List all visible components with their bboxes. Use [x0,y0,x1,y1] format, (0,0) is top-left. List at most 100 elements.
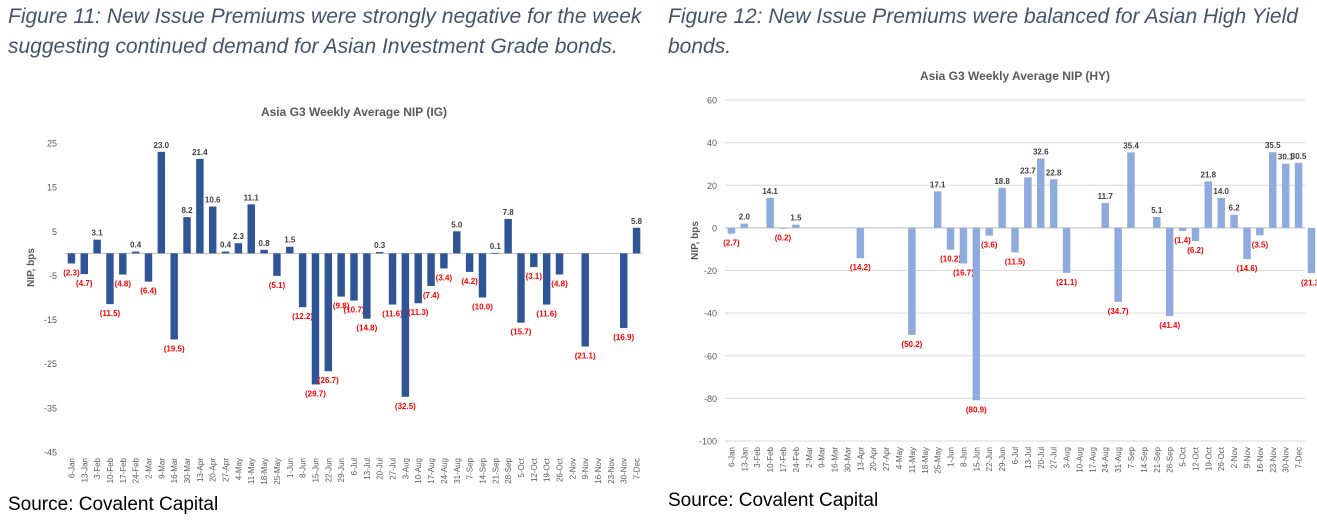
data-label: (11.5) [1005,257,1026,266]
bar [727,227,736,234]
x-tick-label: 13-Jan [80,458,89,482]
bar [234,243,243,254]
data-label: 8.2 [181,206,193,215]
x-tick-label: 31-Aug [453,458,462,484]
data-label: (1.4) [1174,236,1191,245]
bar [106,253,114,305]
x-tick-label: 20-Apr [869,447,878,471]
bar [1178,227,1187,231]
data-label: (9.8) [333,302,350,311]
bar [1204,181,1213,228]
x-tick-label: 5-Oct [1179,446,1188,466]
x-tick-label: 6-Jan [67,458,76,478]
y-tick-label: -35 [44,403,57,413]
y-tick-label: -15 [44,315,57,325]
x-tick-label: 12-Oct [530,457,539,482]
x-tick-label: 19-Oct [543,457,552,482]
bar [324,253,333,372]
bar [1049,179,1058,228]
data-label: 21.4 [192,148,208,157]
x-tick-label: 3-Feb [93,457,102,478]
bar [998,187,1006,228]
x-tick-label: 17-Feb [779,446,788,472]
x-tick-label: 30-Mar [843,447,852,473]
x-tick-label: 23-Nov [607,458,616,484]
bar [131,251,140,254]
bar [1281,163,1290,228]
bar [247,204,255,254]
x-tick-label: 20-Jul [376,458,385,480]
x-tick-label: 24-Feb [132,457,141,483]
bar [908,227,916,335]
bar [856,227,865,259]
data-label: (3.4) [436,273,453,282]
data-label: 35.5 [1265,141,1281,150]
x-tick-label: 3-Aug [1063,447,1072,468]
x-tick-label: 24-Aug [1101,447,1110,473]
data-label: 30.1 [1278,153,1294,162]
bar [792,224,800,228]
bar [985,227,993,236]
bar [1243,227,1251,259]
x-tick-label: 2-Nov [1230,447,1239,468]
data-label: (14.2) [850,263,871,272]
data-label: 17.1 [930,180,946,189]
data-label: (11.3) [408,308,429,317]
data-label: (14.6) [1237,264,1258,273]
y-tick-label: 25 [47,139,57,149]
bar [427,253,435,287]
figure-12-heading: Figure 12: New Issue Premiums were balan… [668,5,1298,58]
x-tick-label: 4-May [895,447,904,469]
data-label: 1.5 [284,236,296,245]
x-tick-label: 18-May [921,447,930,474]
data-label: (3.1) [526,272,543,281]
y-tick-label: -45 [44,448,57,458]
bar [740,223,749,228]
bar [375,252,384,254]
bar [350,253,358,301]
bar [440,253,448,269]
bar [286,246,294,254]
data-label: (6.4) [140,287,157,296]
bar [67,253,76,264]
data-label: 1.5 [790,214,802,223]
bar [1114,227,1122,302]
bar [517,253,525,323]
data-label: 30.5 [1291,152,1307,161]
bar [401,253,410,397]
x-tick-label: 2-Nov [568,458,577,479]
x-tick-label: 27-Jul [1050,447,1059,469]
data-label: (4.2) [461,277,478,286]
y-tick-label: -20 [704,266,717,276]
y-tick-label: 15 [47,183,57,193]
y-tick-label: -60 [704,351,717,361]
data-label: (26.7) [318,376,339,385]
bar [196,158,204,254]
x-tick-label: 14-Sep [478,457,487,483]
bar [453,231,461,254]
data-label: (19.5) [164,344,185,353]
x-tick-label: 13-Jul [363,458,372,480]
x-tick-label: 16-Mar [170,458,179,484]
bar [144,253,153,282]
x-tick-label: 7-Sep [466,457,475,479]
x-tick-label: 23-Nov [1269,447,1278,473]
bar [530,253,538,268]
bar [183,217,191,254]
x-tick-label: 2-Mar [805,447,814,468]
bar [946,227,955,250]
x-tick-label: 13-Jul [1024,447,1033,469]
x-tick-label: 30-Nov [620,458,629,484]
bar [1024,177,1032,228]
x-tick-label: 17-Feb [119,457,128,483]
bar [1294,162,1303,228]
bar [157,151,166,254]
bar [260,249,268,254]
data-label: 3.1 [92,229,104,238]
data-label: (10.0) [472,303,493,312]
data-label: (29.7) [305,389,326,398]
x-tick-label: 30-Mar [183,458,192,484]
data-label: 5.1 [1151,206,1163,215]
bar [363,253,371,319]
y-axis-label: NIP, bps [690,221,701,260]
